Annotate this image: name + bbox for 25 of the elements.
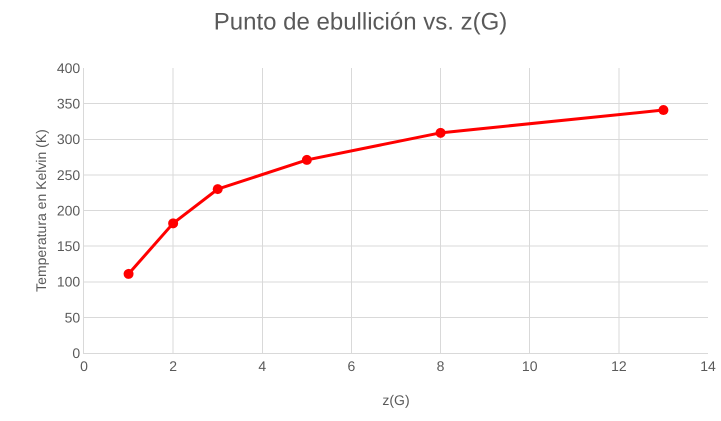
y-axis-title: Temperatura en Kelvin (K) [33,129,49,292]
y-tick-label: 300 [56,131,80,148]
point [658,105,668,116]
x-axis-title: z(G) [382,392,410,408]
point [212,184,223,194]
x-tick-label: 8 [436,358,445,374]
x-tick-label: 12 [611,358,627,374]
x-tick-label: 10 [522,358,538,374]
y-tick-label: 350 [56,96,80,112]
point [302,154,312,165]
point [124,268,134,279]
x-tick-label: 2 [169,358,178,374]
y-tick-label: 150 [56,238,80,254]
x-tick-label: 6 [348,358,356,374]
y-tick-label: 100 [56,274,80,290]
y-tick-label: 400 [56,60,80,76]
y-tick-label: 50 [64,309,80,326]
y-tick-label: 250 [56,166,80,183]
chart-title: Punto de ebullición vs. z(G) [214,8,508,36]
x-tick-label: 4 [258,358,266,374]
point [436,128,446,138]
point [168,218,178,228]
y-tick-label: 200 [56,202,80,218]
x-tick-label: 14 [700,358,716,374]
y-tick-label: 0 [72,344,80,361]
